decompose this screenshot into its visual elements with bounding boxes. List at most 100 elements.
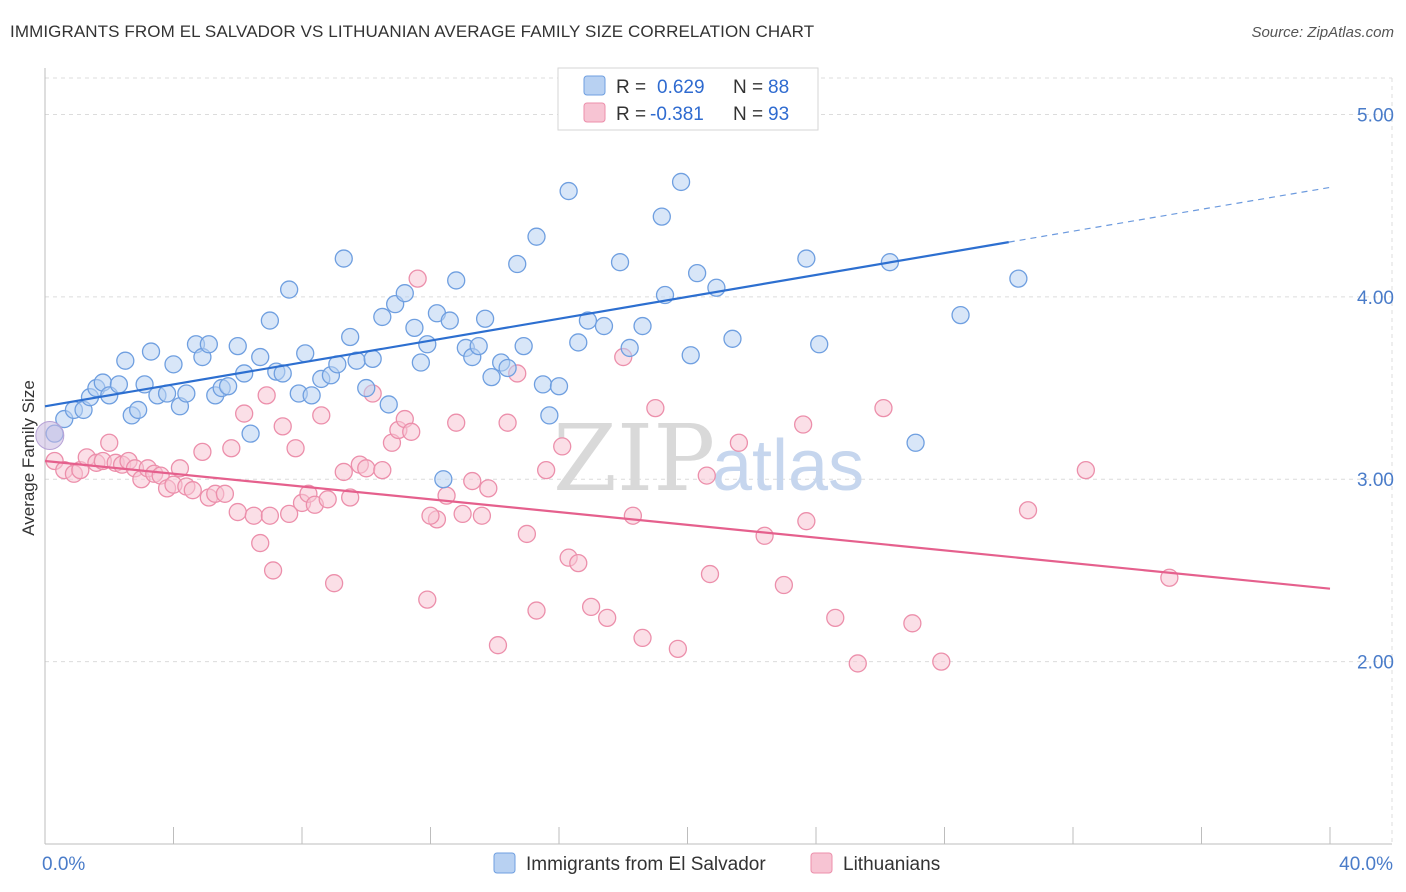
point-lithuanians [774, 575, 794, 595]
point-el-salvador [687, 263, 707, 283]
legend-n-value-1: 88 [768, 77, 789, 98]
point-lithuanians [244, 506, 263, 525]
point-el-salvador [671, 172, 691, 192]
bottom-legend-swatch-blue [493, 852, 516, 874]
point-lithuanians [447, 413, 466, 432]
point-el-salvador [373, 307, 392, 327]
bottom-legend-label-2: Lithuanians [843, 854, 940, 875]
point-lithuanians [279, 504, 299, 524]
chart-title: IMMIGRANTS FROM EL SALVADOR VS LITHUANIA… [10, 22, 815, 41]
point-lithuanians [373, 460, 392, 480]
point-lithuanians [318, 490, 337, 509]
point-lithuanians [581, 597, 601, 617]
point-lithuanians [479, 479, 498, 498]
point-el-salvador [251, 347, 270, 367]
point-lithuanians [357, 459, 376, 478]
point-el-salvador [218, 377, 238, 396]
point-lithuanians [697, 466, 716, 485]
point-lithuanians [286, 439, 305, 458]
point-el-salvador [652, 207, 671, 226]
point-lithuanians [421, 506, 440, 525]
trend-lines [44, 186, 1331, 590]
source-label: Source: ZipAtlas.com [1251, 24, 1394, 41]
point-el-salvador [533, 375, 553, 394]
point-lithuanians [408, 269, 427, 288]
point-el-salvador [540, 406, 559, 425]
point-el-salvador [411, 353, 431, 372]
point-lithuanians [402, 422, 421, 441]
point-lithuanians [100, 433, 119, 452]
legend-n-label-1: N = [733, 77, 763, 98]
point-lithuanians [235, 404, 254, 423]
y-tick-label: 4.00 [1357, 288, 1394, 309]
point-lithuanians [903, 614, 922, 633]
point-el-salvador [469, 336, 488, 356]
point-lithuanians [553, 437, 572, 456]
point-lithuanians [418, 590, 437, 609]
point-el-salvador [302, 386, 321, 405]
point-lithuanians [257, 386, 276, 405]
point-lithuanians [527, 601, 546, 620]
watermark-zip: ZIP [553, 405, 715, 512]
legend-n-value-2: 93 [768, 104, 789, 125]
tick-labels: 2.00 3.00 4.00 5.00 0.0% 40.0% [42, 105, 1394, 875]
point-el-salvador [357, 378, 376, 398]
point-lithuanians [260, 506, 280, 525]
point-el-salvador [482, 367, 501, 387]
point-lithuanians [222, 439, 241, 458]
point-lithuanians [797, 512, 816, 531]
point-lithuanians [794, 415, 813, 434]
point-el-salvador [951, 305, 970, 325]
point-el-salvador [164, 355, 183, 374]
point-lithuanians [848, 654, 867, 673]
point-lithuanians [874, 398, 893, 418]
point-lithuanians [463, 471, 482, 491]
x-tick-label-max: 40.0% [1339, 854, 1393, 875]
point-el-salvador [199, 335, 218, 354]
point-lithuanians [273, 417, 292, 436]
point-el-salvador [527, 227, 546, 246]
point-lithuanians [1076, 460, 1095, 480]
point-lithuanians [170, 459, 190, 478]
point-el-salvador [379, 395, 398, 414]
point-el-salvador [475, 309, 495, 328]
point-lithuanians [472, 506, 492, 525]
point-lithuanians [646, 398, 665, 418]
point-el-salvador [116, 351, 135, 370]
point-el-salvador [141, 342, 161, 361]
point-el-salvador [549, 377, 569, 396]
point-lithuanians [623, 506, 643, 525]
point-el-salvador [279, 280, 299, 299]
legend-r-label-2: R = [616, 104, 646, 125]
point-el-salvador [620, 338, 639, 358]
point-el-salvador [447, 271, 466, 290]
trend-line-lithuanians [44, 459, 1331, 590]
trend-line-el-salvador [44, 241, 1009, 408]
legend-r-label-1: R = [616, 77, 646, 98]
point-lithuanians [1018, 501, 1038, 520]
point-lithuanians [498, 413, 517, 432]
point-lithuanians [668, 639, 688, 659]
point-el-salvador [610, 253, 630, 272]
point-el-salvador [418, 335, 437, 354]
x-tick-label-min: 0.0% [42, 854, 85, 875]
point-lithuanians [598, 608, 617, 627]
point-lithuanians [826, 608, 845, 627]
point-el-salvador [594, 316, 614, 336]
point-el-salvador [569, 333, 588, 352]
point-el-salvador [559, 181, 578, 201]
point-el-salvador [633, 316, 652, 336]
bottom-legend-swatch-pink [810, 852, 833, 874]
y-tick-label: 5.00 [1357, 105, 1394, 126]
point-lithuanians [193, 442, 212, 462]
point-el-salvador [1009, 269, 1028, 288]
legend-r-value-1: 0.629 [657, 77, 705, 98]
point-lithuanians [932, 652, 951, 671]
point-el-salvador [723, 329, 742, 348]
legend-swatch-pink [583, 102, 606, 123]
bottom-legend: Immigrants from El Salvador Lithuanians [493, 852, 940, 875]
point-lithuanians [228, 502, 247, 522]
point-el-salvador [395, 284, 414, 303]
point-el-salvador [296, 344, 315, 363]
